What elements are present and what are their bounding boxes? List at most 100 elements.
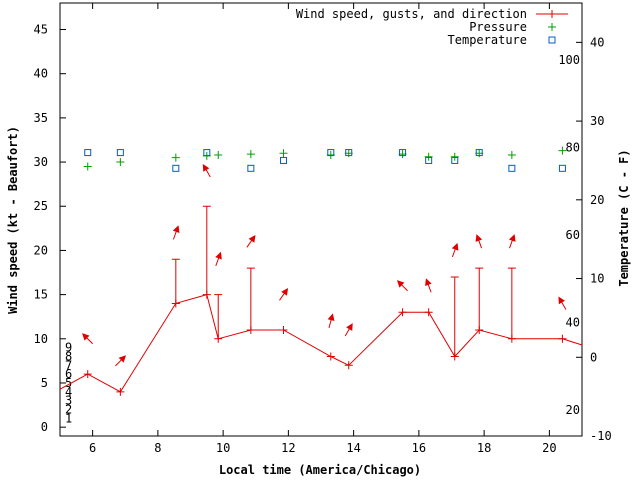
y-left-tick-label: 30: [34, 155, 48, 169]
wind-arrow: [451, 242, 459, 258]
temperature-point: [425, 156, 433, 164]
temperature-point: [116, 149, 124, 157]
pressure-series: [83, 146, 567, 171]
temperature-point: [247, 164, 255, 172]
wind-arrow-head: [425, 278, 432, 287]
pressure-point: [246, 150, 255, 159]
wind-arrow: [215, 251, 222, 267]
wind-speed-point: [202, 290, 211, 299]
gust-bar: [202, 205, 211, 295]
pressure-point: [424, 152, 433, 161]
legend-label-temperature: Temperature: [448, 33, 527, 47]
x-tick-label: 8: [154, 441, 161, 455]
beaufort-label: 3: [65, 394, 72, 408]
x-tick-label: 20: [542, 441, 556, 455]
wind-arrow: [279, 288, 289, 301]
x-tick-label: 10: [216, 441, 230, 455]
wind-arrow: [344, 323, 353, 337]
legend-marker-temperature: [548, 36, 556, 44]
y-axis-label-left: Wind speed (kt - Beaufort): [6, 126, 20, 314]
temperature-point: [475, 149, 483, 157]
x-axis: 6 8 10 12 14 16 18 20: [89, 3, 557, 455]
fahrenheit-label: 100: [558, 53, 580, 67]
wind-arrow: [172, 225, 180, 240]
y-left-tick-label: 5: [41, 376, 48, 390]
beaufort-label: 1: [65, 411, 72, 425]
wind-arrow-head: [475, 234, 483, 242]
wind-arrow: [396, 280, 408, 292]
wind-speed-point: [83, 370, 92, 379]
plot-frame: [59, 2, 583, 437]
wind-arrow-head: [172, 225, 180, 234]
y-right-tick-label: -10: [590, 429, 612, 443]
y-left-tick-label: 20: [34, 243, 48, 257]
wind-direction-arrows: [82, 163, 567, 367]
pressure-point: [507, 150, 516, 159]
temperature-point: [345, 149, 353, 157]
temperature-point: [84, 149, 92, 157]
temperature-point: [399, 149, 407, 157]
wind-arrow: [202, 163, 211, 178]
wind-arrow: [82, 333, 94, 345]
beaufort-label: 8: [65, 349, 72, 363]
wind-arrow: [425, 278, 432, 293]
y-right-tick-label: 0: [590, 350, 597, 364]
fahrenheit-labels: 20 40 60 80 100: [558, 53, 580, 417]
y-left-tick-label: 15: [34, 288, 48, 302]
legend-label-wind: Wind speed, gusts, and direction: [296, 7, 527, 21]
wind-speed-point: [116, 387, 125, 396]
wind-arrow-head: [346, 323, 353, 331]
wind-speed-point: [398, 308, 407, 317]
wind-arrow-head: [558, 296, 565, 305]
beaufort-label: 4: [65, 385, 72, 399]
y-right-tick-label: 40: [590, 35, 604, 49]
wind-arrow-head: [281, 288, 289, 296]
fahrenheit-label: 80: [566, 140, 580, 154]
gust-bar: [171, 258, 180, 304]
gust-bar: [507, 267, 516, 339]
wind-arrow-head: [202, 163, 210, 172]
y-axis-label-right: Temperature (C - F): [617, 149, 631, 286]
wind-speed-point: [450, 352, 459, 361]
wind-speed-point: [424, 308, 433, 317]
beaufort-label: 9: [65, 341, 72, 355]
x-tick-label: 16: [412, 441, 426, 455]
fahrenheit-label: 20: [566, 403, 580, 417]
temperature-point: [327, 149, 335, 157]
wind-speed-point: [171, 299, 180, 308]
wind-arrow: [246, 235, 256, 248]
temperature-point: [508, 164, 516, 172]
wind-speed-series: [59, 290, 583, 396]
temperature-point: [172, 164, 180, 172]
legend-marker-pressure: [548, 23, 556, 31]
y-right-tick-label: 30: [590, 114, 604, 128]
x-tick-label: 14: [346, 441, 360, 455]
y-left-tick-label: 45: [34, 23, 48, 37]
wind-speed-point: [246, 325, 255, 334]
wind-speed-point: [326, 352, 335, 361]
temperature-series: [84, 149, 566, 172]
temperature-point: [558, 164, 566, 172]
wind-arrow: [558, 296, 567, 310]
gust-bar: [450, 276, 459, 357]
x-tick-label: 6: [89, 441, 96, 455]
y-left-tick-label: 40: [34, 67, 48, 81]
pressure-point: [116, 158, 125, 167]
wind-speed-point: [214, 334, 223, 343]
wind-speed-point: [344, 361, 353, 370]
beaufort-label: 2: [65, 402, 72, 416]
wind-speed-point: [558, 334, 567, 343]
y-left-tick-label: 25: [34, 199, 48, 213]
pressure-point: [558, 146, 567, 155]
pressure-point: [450, 152, 459, 161]
pressure-point: [279, 149, 288, 158]
wind-arrow-head: [396, 280, 405, 288]
wind-arrow: [327, 313, 335, 328]
y-right-tick-label: 10: [590, 272, 604, 286]
pressure-point: [214, 150, 223, 159]
y-left-tick-label: 0: [41, 420, 48, 434]
temperature-point: [279, 156, 287, 164]
gust-bar: [246, 267, 255, 330]
beaufort-label: 5: [65, 376, 72, 390]
